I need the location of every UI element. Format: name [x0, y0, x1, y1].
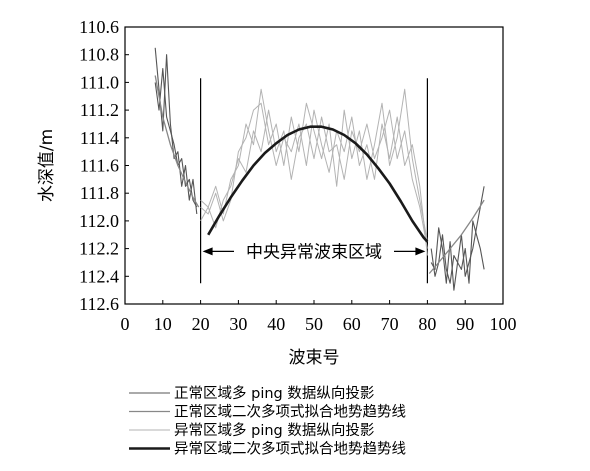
x-tick-label: 0 [121, 314, 130, 334]
series-line [200, 88, 428, 256]
annotation-arrowhead-right [415, 247, 426, 256]
y-axis-title: 水深值/m [37, 129, 57, 202]
series-line [200, 109, 428, 249]
series-3 [200, 88, 428, 256]
series-1 [154, 47, 485, 291]
series-line [154, 75, 200, 208]
x-tick-marks: 0 10 20 30 40 50 60 70 80 90 100 [121, 300, 517, 334]
series-line [154, 68, 198, 208]
y-tick-marks: 110.6 110.8 111.0 111.2 111.4 111.6 111.8 112.0… [79, 17, 129, 314]
boundary-lines [200, 78, 428, 284]
x-tick-label: 20 [192, 314, 210, 334]
y-tick-label: 111.8 [80, 183, 119, 203]
annotation-label: 中央异常波束区域 [246, 242, 382, 262]
y-tick-label: 112.4 [79, 266, 119, 286]
series-2 [154, 75, 485, 274]
x-tick-label: 60 [343, 314, 361, 334]
y-tick-label: 112.6 [79, 294, 119, 314]
series-4 [207, 125, 429, 243]
series-line [200, 88, 428, 242]
series-line [430, 186, 485, 284]
x-tick-label: 70 [381, 314, 399, 334]
legend-label: 正常区域多 ping 数据纵向投影 [174, 385, 374, 402]
y-tick-label: 111.0 [80, 72, 119, 92]
y-tick-label: 111.4 [80, 128, 119, 148]
y-tick-label: 112.2 [79, 239, 119, 259]
x-axis-title: 波束号 [289, 348, 340, 368]
legend-label: 异常区域多 ping 数据纵向投影 [174, 422, 374, 439]
plot-frame [124, 26, 504, 305]
series-line [207, 125, 429, 243]
y-tick-label: 112.0 [79, 211, 119, 231]
series-layer [154, 47, 485, 291]
x-tick-label: 30 [229, 314, 247, 334]
legend-label: 异常区域二次多项式拟合地势趋势线 [174, 441, 406, 458]
series-line [428, 199, 485, 274]
legend-label: 正常区域二次多项式拟合地势趋势线 [174, 404, 406, 421]
y-tick-label: 110.8 [79, 45, 119, 65]
y-tick-label: 110.6 [79, 17, 119, 37]
x-tick-label: 10 [154, 314, 172, 334]
x-tick-label: 80 [418, 314, 436, 334]
x-tick-label: 50 [305, 314, 323, 334]
x-tick-label: 90 [456, 314, 474, 334]
x-tick-label: 100 [490, 314, 517, 334]
y-tick-label: 111.2 [80, 100, 119, 120]
y-tick-label: 111.6 [80, 156, 119, 176]
x-tick-label: 40 [267, 314, 285, 334]
annotation-arrowhead-left [202, 247, 213, 256]
annotation: 中央异常波束区域 [202, 242, 426, 262]
